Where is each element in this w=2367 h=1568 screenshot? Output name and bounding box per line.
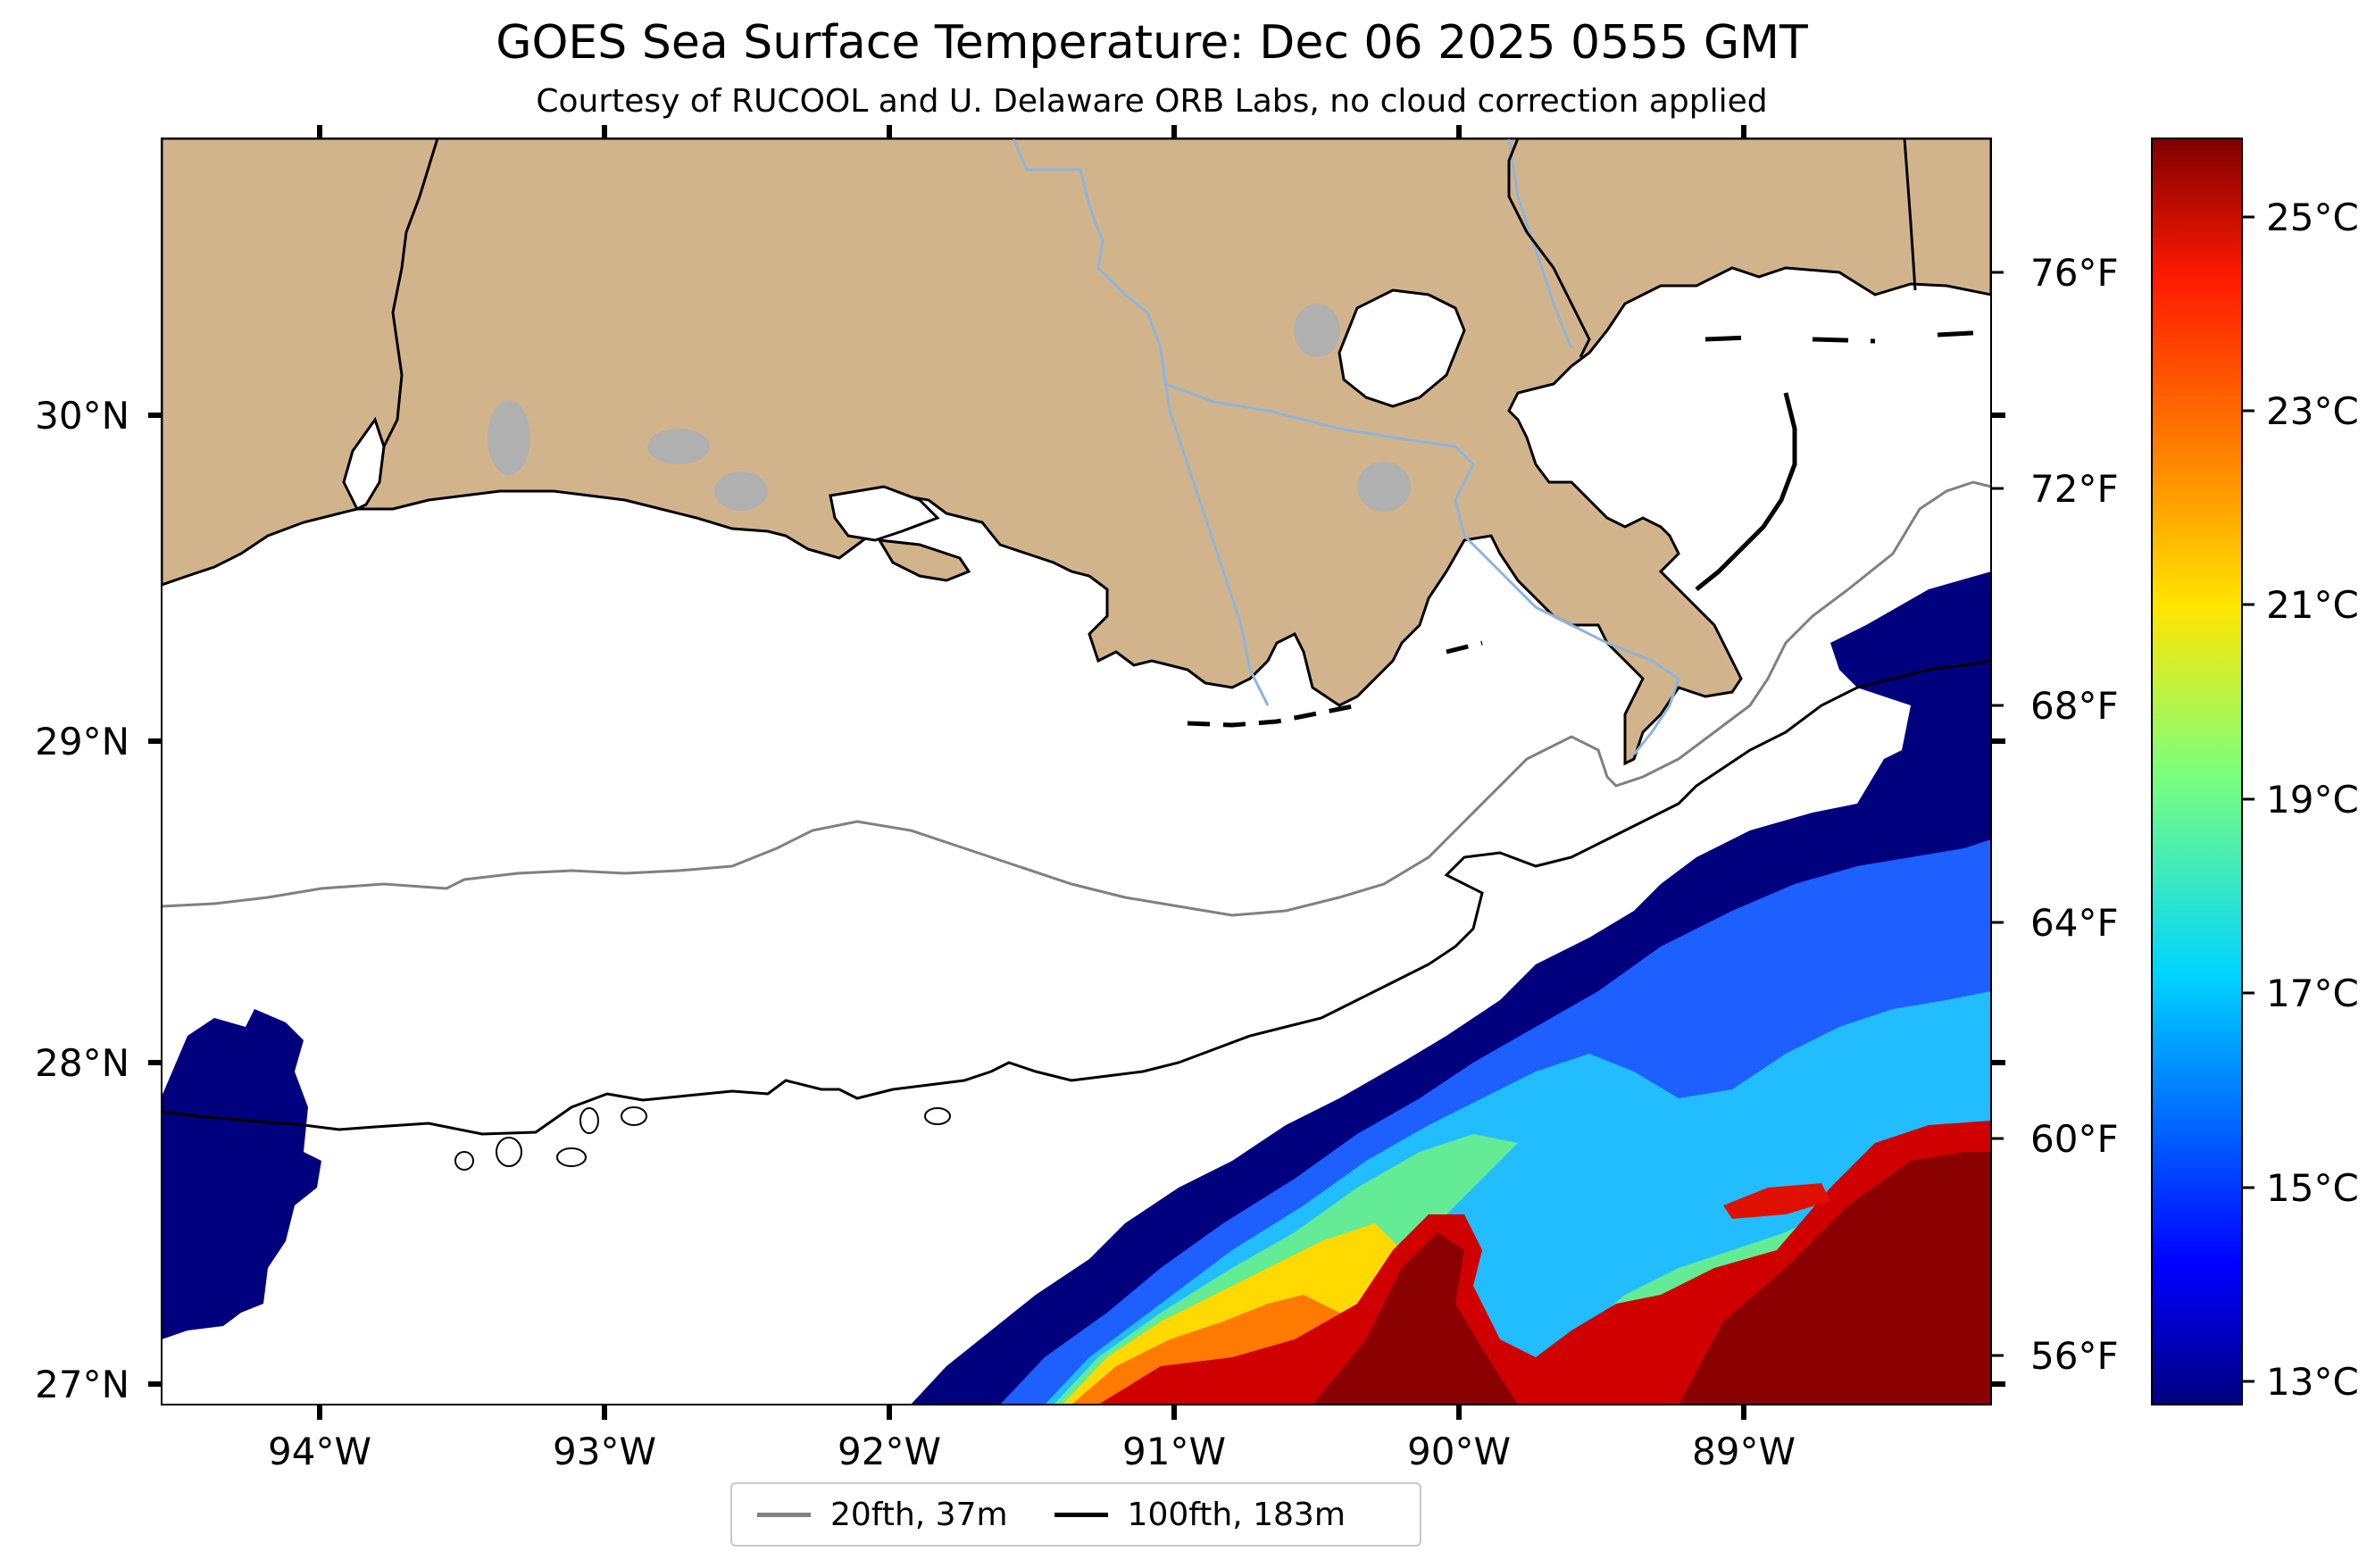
colorbar-label: 23°C <box>2266 389 2359 433</box>
isobath-20fth <box>162 480 1991 917</box>
map-title: GOES Sea Surface Temperature: Dec 06 202… <box>496 16 1808 70</box>
pearl-river <box>1507 138 1573 349</box>
colorbar-label: 15°C <box>2266 1166 2359 1210</box>
reef-6 <box>924 1107 951 1125</box>
sst-hot-core-east <box>1679 1152 1991 1405</box>
sst-hot-core <box>1313 1232 1518 1405</box>
barrier-islands <box>1187 640 1483 728</box>
lon-label: 89°W <box>1692 1430 1796 1473</box>
lon-label: 93°W <box>553 1430 656 1473</box>
lon-ticks <box>317 125 1746 1420</box>
fahrenheit-label: 72°F <box>2030 467 2119 511</box>
legend-line-black <box>1054 1512 1108 1517</box>
reef-4 <box>454 1151 474 1171</box>
lat-ticks <box>148 413 2005 1387</box>
colorbar <box>2151 138 2243 1405</box>
lat-label: 28°N <box>35 1041 129 1085</box>
fahrenheit-label: 64°F <box>2030 901 2119 945</box>
colorbar-label: 17°C <box>2266 972 2359 1015</box>
legend-label: 100fth, 183m <box>1127 1496 1346 1533</box>
fahrenheit-label: 76°F <box>2030 251 2119 295</box>
fahrenheit-ticks <box>1991 271 2004 1357</box>
reef-2 <box>621 1106 647 1126</box>
reef-1 <box>579 1107 599 1134</box>
legend-item-100fth: 100fth, 183m <box>1054 1497 1346 1533</box>
lat-label: 30°N <box>35 394 129 438</box>
legend-label: 20fth, 37m <box>830 1496 1008 1533</box>
marsh-island <box>877 538 971 582</box>
border-la-ms <box>1507 138 1591 358</box>
isobath-legend: 20fth, 37m 100fth, 183m <box>730 1482 1421 1547</box>
sst-red-streak <box>1723 1183 1830 1219</box>
ms-barrier <box>1704 329 1988 344</box>
lake-grand <box>488 400 530 475</box>
lake-salvador <box>1357 462 1411 512</box>
lon-label: 91°W <box>1122 1430 1226 1473</box>
sst-west-patch <box>162 1009 321 1339</box>
lake-white <box>647 429 710 464</box>
chandeleur-islands <box>1695 392 1797 591</box>
sst-west-blob <box>188 1161 205 1197</box>
lake-sabine-gray <box>714 471 768 511</box>
atchafalaya-river <box>1159 347 1270 706</box>
lon-label: 92°W <box>838 1430 941 1473</box>
lake-maurepas <box>1294 304 1340 357</box>
reef-3 <box>496 1137 522 1167</box>
border-tx-la <box>382 138 439 447</box>
fahrenheit-label: 68°F <box>2030 684 2119 728</box>
lake-pontchartrain <box>1338 288 1466 408</box>
mississippi-river <box>1012 138 1680 755</box>
isobath-100fth <box>162 659 1991 1136</box>
legend-line-gray <box>757 1512 811 1517</box>
lake-calcasieu <box>342 416 386 512</box>
fahrenheit-label: 56°F <box>2030 1334 2119 1378</box>
colorbar-label: 25°C <box>2266 196 2359 239</box>
border-ms-al <box>1903 138 1917 291</box>
map-subtitle: Courtesy of RUCOOL and U. Delaware ORB L… <box>536 83 1768 120</box>
colorbar-label: 19°C <box>2266 778 2359 822</box>
vermilion-bay <box>829 485 940 542</box>
lat-label: 29°N <box>35 720 129 763</box>
colorbar-label: 21°C <box>2266 583 2359 627</box>
fahrenheit-label: 60°F <box>2030 1117 2119 1161</box>
land-louisiana <box>162 138 1991 766</box>
lat-label: 27°N <box>35 1363 129 1406</box>
colorbar-ticks <box>2242 215 2254 1383</box>
map-frame <box>161 138 1992 1405</box>
lon-label: 94°W <box>268 1430 371 1473</box>
lon-label: 90°W <box>1407 1430 1511 1473</box>
reef-5 <box>556 1147 587 1167</box>
legend-item-20fth: 20fth, 37m <box>757 1497 1008 1533</box>
colorbar-label: 13°C <box>2266 1360 2359 1404</box>
